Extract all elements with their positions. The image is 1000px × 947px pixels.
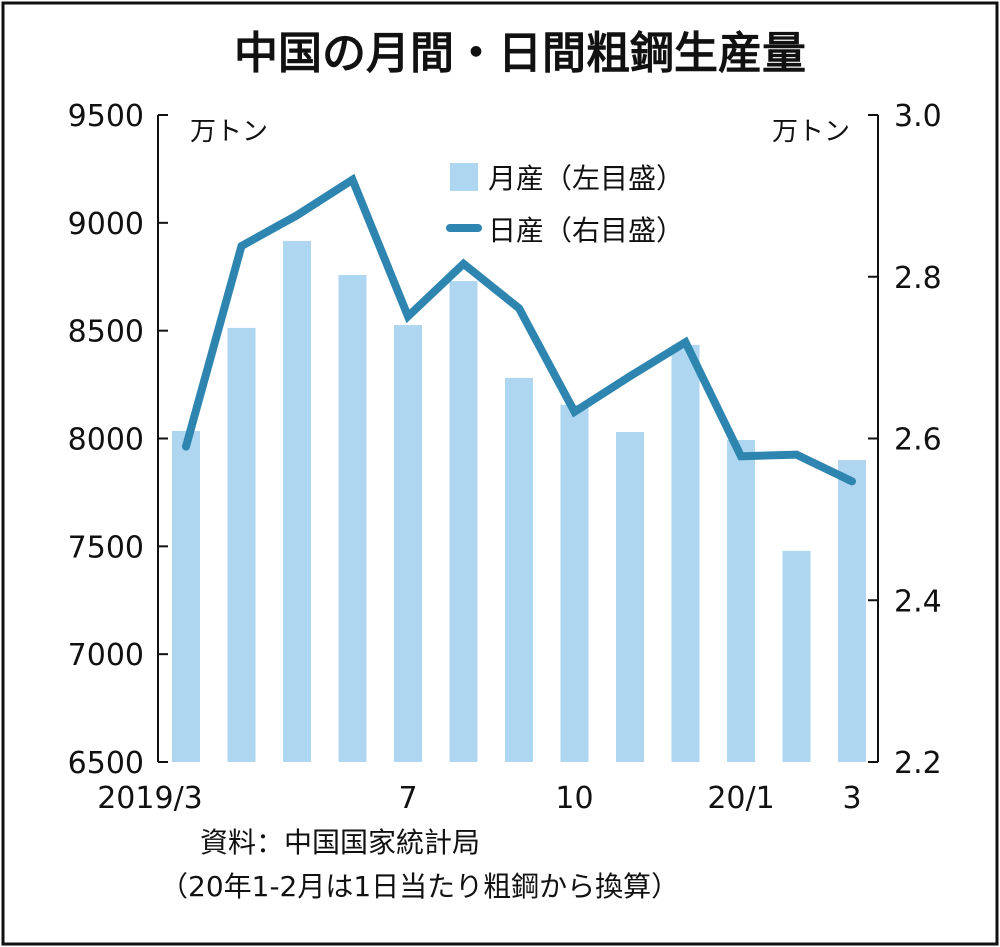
chart-title: 中国の月間・日間粗鋼生産量 xyxy=(234,28,806,79)
source-note: 資料：中国国家統計局 xyxy=(200,826,480,859)
bar-2 xyxy=(782,550,811,762)
bar-4 xyxy=(227,327,256,762)
x-tick-label: 2019/3 xyxy=(97,781,203,816)
bar-11 xyxy=(616,432,644,762)
left-tick-label: 8000 xyxy=(68,423,144,458)
x-tick-label: 10 xyxy=(555,781,593,816)
left-tick-label: 7500 xyxy=(68,530,144,565)
left-tick-label: 9000 xyxy=(68,207,144,242)
left-axis-unit: 万トン xyxy=(190,117,268,147)
right-axis-unit: 万トン xyxy=(772,117,850,147)
x-tick-label: 20/1 xyxy=(707,781,774,816)
right-tick-label: 2.8 xyxy=(894,261,942,296)
footnote: （20年1-2月は1日当たり粗鋼から換算） xyxy=(160,870,679,903)
bar-7 xyxy=(394,325,422,762)
right-tick-label: 2.2 xyxy=(894,746,942,781)
bar-5 xyxy=(283,240,311,762)
left-tick-label: 9500 xyxy=(68,99,144,134)
bar-12 xyxy=(671,344,700,762)
bar-8 xyxy=(449,281,478,762)
right-tick-label: 2.4 xyxy=(894,584,942,619)
left-tick-label: 8500 xyxy=(68,315,144,350)
bar-10 xyxy=(560,404,589,762)
legend-bar-label: 月産（左目盛） xyxy=(488,162,684,195)
bar-3 xyxy=(838,460,866,762)
bar-2019/3 xyxy=(172,430,200,762)
legend-line-label: 日産（右目盛） xyxy=(488,214,684,247)
bar-6 xyxy=(338,275,367,762)
left-tick-label: 6500 xyxy=(68,746,144,781)
right-tick-label: 3.0 xyxy=(894,99,942,134)
left-tick-label: 7000 xyxy=(68,638,144,673)
bar-20/1 xyxy=(727,440,755,762)
x-tick-label: 7 xyxy=(398,781,417,816)
legend-bar-swatch xyxy=(450,163,478,191)
bar-9 xyxy=(505,377,533,762)
x-tick-label: 3 xyxy=(842,781,861,816)
right-tick-label: 2.6 xyxy=(894,423,942,458)
